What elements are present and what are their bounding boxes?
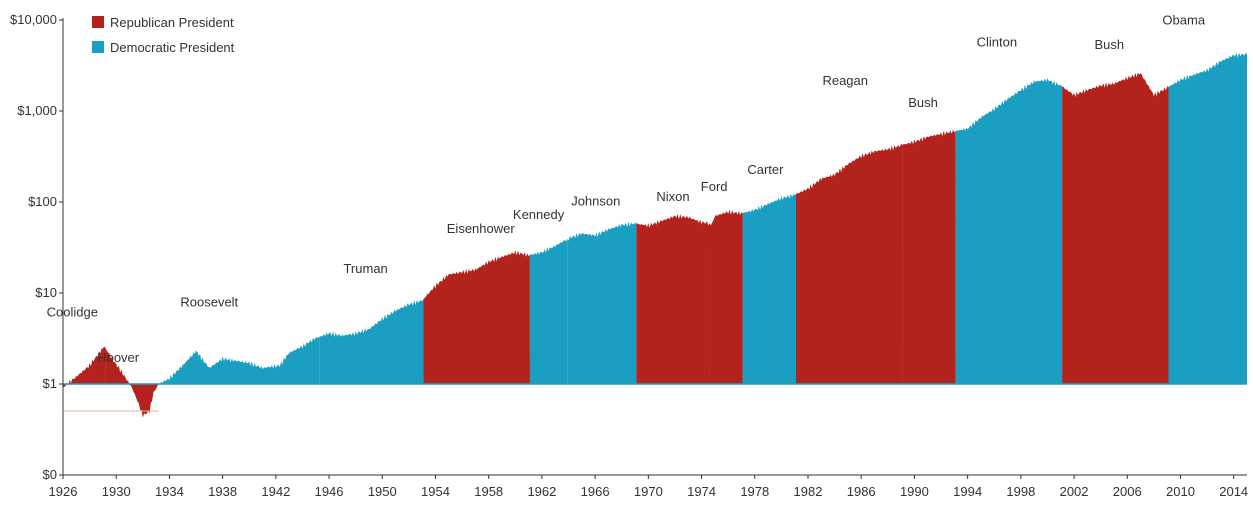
- x-tick-label-2: 1934: [155, 484, 184, 499]
- legend: Republican President Democratic Presiden…: [92, 12, 234, 62]
- president-label-9: Carter: [747, 162, 784, 177]
- area-clinton-12: [955, 78, 1063, 384]
- x-tick-label-9: 1962: [527, 484, 556, 499]
- president-label-5: Kennedy: [513, 207, 565, 222]
- president-label-7: Nixon: [656, 189, 689, 204]
- x-tick-label-22: 2014: [1219, 484, 1248, 499]
- y-tick-label-5: $10,000: [10, 12, 57, 27]
- area-reagan-10: [796, 143, 903, 384]
- x-tick-label-1: 1930: [102, 484, 131, 499]
- area-ford-8: [709, 209, 743, 384]
- x-tick-label-21: 2010: [1166, 484, 1195, 499]
- legend-label-democratic: Democratic President: [110, 39, 235, 55]
- president-label-8: Ford: [701, 179, 728, 194]
- x-tick-label-7: 1954: [421, 484, 450, 499]
- x-tick-label-16: 1990: [900, 484, 929, 499]
- area-carter-9: [742, 193, 797, 384]
- area-nixon-7: [636, 214, 710, 384]
- y-tick-label-2: $10: [35, 285, 57, 300]
- x-tick-label-17: 1994: [953, 484, 982, 499]
- president-label-12: Clinton: [977, 35, 1017, 50]
- y-tick-label-1: $1: [43, 376, 57, 391]
- x-tick-label-12: 1974: [687, 484, 716, 499]
- x-tick-label-6: 1950: [368, 484, 397, 499]
- president-label-11: Bush: [908, 95, 938, 110]
- democratic-swatch: [92, 41, 104, 53]
- president-label-13: Bush: [1094, 37, 1124, 52]
- area-truman-3: [319, 298, 424, 384]
- area-eisenhower-4: [423, 250, 530, 384]
- president-label-6: Johnson: [571, 194, 620, 209]
- x-tick-label-8: 1958: [474, 484, 503, 499]
- x-tick-label-19: 2002: [1060, 484, 1089, 499]
- republican-swatch: [92, 16, 104, 28]
- x-tick-label-3: 1938: [208, 484, 237, 499]
- area-kennedy-5: [529, 239, 568, 384]
- legend-item-republican: Republican President: [92, 12, 234, 32]
- area-bush-13: [1062, 72, 1169, 384]
- x-tick-label-5: 1946: [315, 484, 344, 499]
- y-tick-label-3: $100: [28, 194, 57, 209]
- president-label-4: Eisenhower: [447, 221, 516, 236]
- x-tick-label-4: 1942: [261, 484, 290, 499]
- x-tick-label-10: 1966: [581, 484, 610, 499]
- president-label-14: Obama: [1162, 12, 1205, 27]
- x-tick-label-20: 2006: [1113, 484, 1142, 499]
- y-tick-label-4: $1,000: [17, 103, 57, 118]
- x-tick-label-15: 1986: [847, 484, 876, 499]
- president-label-1: Hoover: [97, 350, 140, 365]
- x-tick-label-13: 1978: [740, 484, 769, 499]
- area-obama-14: [1168, 52, 1247, 384]
- area-coolidge-0: [63, 346, 106, 388]
- president-label-2: Roosevelt: [180, 295, 238, 310]
- area-bush-11: [902, 129, 956, 384]
- legend-item-democratic: Democratic President: [92, 37, 234, 57]
- x-tick-label-11: 1970: [634, 484, 663, 499]
- x-tick-label-0: 1926: [49, 484, 78, 499]
- x-tick-label-18: 1998: [1006, 484, 1035, 499]
- president-label-3: Truman: [343, 261, 387, 276]
- president-label-0: Coolidge: [47, 304, 98, 319]
- president-label-10: Reagan: [822, 73, 868, 88]
- legend-label-republican: Republican President: [110, 14, 234, 30]
- y-tick-label-0: $0: [43, 467, 57, 482]
- x-tick-label-14: 1982: [794, 484, 823, 499]
- area-johnson-6: [567, 221, 637, 384]
- area-roosevelt-2: [158, 336, 320, 384]
- area-hoover-1: [105, 348, 159, 418]
